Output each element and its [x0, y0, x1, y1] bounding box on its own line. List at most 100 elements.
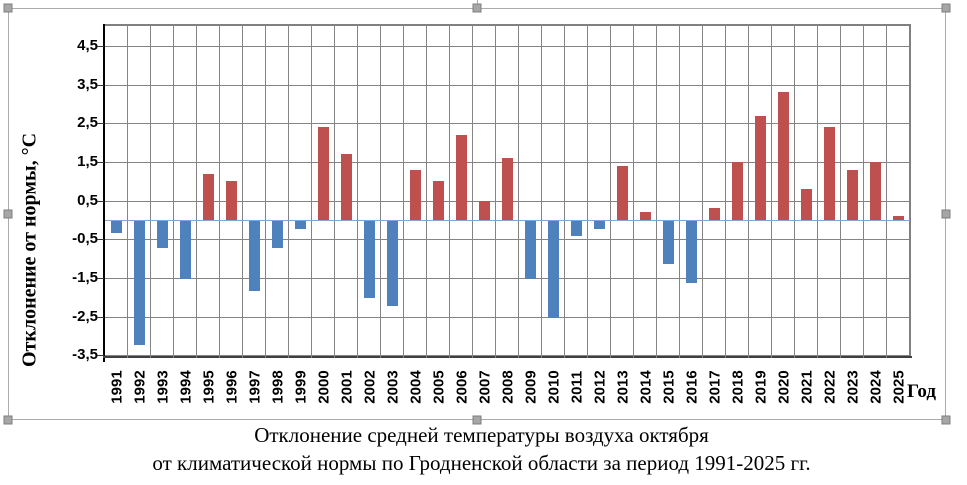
x-tick-label-1992: 1992 — [131, 370, 149, 404]
vertical-gridline — [449, 25, 450, 358]
horizontal-gridline — [105, 85, 910, 86]
y-tick-label: 4,5 — [77, 37, 98, 54]
x-tick-label-2015: 2015 — [660, 370, 678, 404]
y-tick-label: -1,5 — [72, 269, 98, 286]
x-tick-label-1998: 1998 — [269, 370, 287, 404]
bar-1999 — [295, 221, 306, 229]
plot-area — [105, 25, 910, 358]
x-tick-label-2004: 2004 — [407, 370, 425, 404]
bar-2022 — [824, 127, 835, 220]
selection-handle-mid-right[interactable] — [941, 209, 951, 219]
selection-handle-bottom-right[interactable] — [941, 415, 951, 425]
bar-2016 — [686, 221, 697, 283]
x-tick-label-2000: 2000 — [315, 370, 333, 404]
bar-2005 — [433, 181, 444, 220]
y-tick-mark — [97, 278, 104, 279]
vertical-gridline — [633, 25, 634, 358]
bar-2003 — [387, 221, 398, 306]
bar-2001 — [341, 154, 352, 220]
vertical-gridline — [472, 25, 473, 358]
bar-2012 — [594, 221, 605, 229]
y-tick-label: -0,5 — [72, 230, 98, 247]
x-tick-label-2024: 2024 — [867, 370, 885, 404]
vertical-gridline — [403, 25, 404, 358]
bar-1996 — [226, 181, 237, 220]
x-tick-label-1993: 1993 — [154, 370, 172, 404]
y-tick-mark — [97, 239, 104, 240]
vertical-gridline — [173, 25, 174, 358]
x-tick-label-2022: 2022 — [821, 370, 839, 404]
selection-handle-mid-left[interactable] — [3, 209, 13, 219]
bar-2000 — [318, 127, 329, 220]
bar-1994 — [180, 221, 191, 279]
x-tick-label-1995: 1995 — [200, 370, 218, 404]
y-tick-mark — [97, 46, 104, 47]
x-tick-label-2012: 2012 — [591, 370, 609, 404]
vertical-gridline — [150, 25, 151, 358]
bar-1992 — [134, 221, 145, 345]
selection-handle-top-right[interactable] — [941, 3, 951, 13]
bar-1991 — [111, 221, 122, 233]
bar-2013 — [617, 166, 628, 220]
selection-handle-bottom-center[interactable] — [472, 415, 482, 425]
bar-2004 — [410, 170, 421, 220]
bar-2024 — [870, 162, 881, 220]
bar-1997 — [249, 221, 260, 291]
y-tick-label: -3,5 — [72, 346, 98, 363]
bar-2015 — [663, 221, 674, 264]
y-tick-label: 1,5 — [77, 153, 98, 170]
bar-2011 — [571, 221, 582, 236]
vertical-gridline — [794, 25, 795, 358]
vertical-gridline — [840, 25, 841, 358]
x-tick-label-2016: 2016 — [683, 370, 701, 404]
vertical-gridline — [702, 25, 703, 358]
x-tick-label-2014: 2014 — [637, 370, 655, 404]
vertical-gridline — [334, 25, 335, 358]
selection-handle-top-center[interactable] — [472, 3, 482, 13]
bar-2020 — [778, 92, 789, 220]
x-tick-label-1999: 1999 — [292, 370, 310, 404]
y-tick-mark — [97, 123, 104, 124]
bar-2007 — [479, 201, 490, 220]
x-tick-label-2023: 2023 — [844, 370, 862, 404]
vertical-gridline — [863, 25, 864, 358]
x-tick-label-2009: 2009 — [522, 370, 540, 404]
bar-2021 — [801, 189, 812, 220]
x-tick-label-2003: 2003 — [384, 370, 402, 404]
zero-baseline — [105, 220, 910, 221]
y-axis-title: Отклонение от нормы, °С — [18, 132, 41, 368]
bar-2008 — [502, 158, 513, 220]
chart-caption: Отклонение средней температуры воздуха о… — [0, 421, 963, 477]
plot-border-top — [105, 24, 911, 26]
horizontal-gridline — [105, 355, 910, 356]
x-tick-label-2005: 2005 — [430, 370, 448, 404]
plot-border-right — [909, 25, 911, 358]
chart-caption-line-2: от климатической нормы по Гродненской об… — [152, 451, 811, 475]
bar-2025 — [893, 216, 904, 220]
chart-caption-line-1: Отклонение средней температуры воздуха о… — [254, 423, 709, 447]
horizontal-gridline — [105, 317, 910, 318]
y-tick-mark — [97, 85, 104, 86]
bar-2009 — [525, 221, 536, 279]
vertical-gridline — [771, 25, 772, 358]
x-tick-label-2019: 2019 — [752, 370, 770, 404]
vertical-gridline — [219, 25, 220, 358]
selection-handle-top-left[interactable] — [3, 3, 13, 13]
bar-2014 — [640, 212, 651, 220]
y-tick-label: 3,5 — [77, 76, 98, 93]
selection-handle-bottom-left[interactable] — [3, 415, 13, 425]
vertical-gridline — [886, 25, 887, 358]
vertical-gridline — [817, 25, 818, 358]
horizontal-gridline — [105, 239, 910, 240]
x-tick-label-1997: 1997 — [246, 370, 264, 404]
vertical-gridline — [656, 25, 657, 358]
vertical-gridline — [725, 25, 726, 358]
x-tick-label-2020: 2020 — [775, 370, 793, 404]
vertical-gridline — [265, 25, 266, 358]
bar-2002 — [364, 221, 375, 298]
x-tick-label-2013: 2013 — [614, 370, 632, 404]
x-tick-label-2006: 2006 — [453, 370, 471, 404]
bar-1993 — [157, 221, 168, 248]
vertical-gridline — [288, 25, 289, 358]
